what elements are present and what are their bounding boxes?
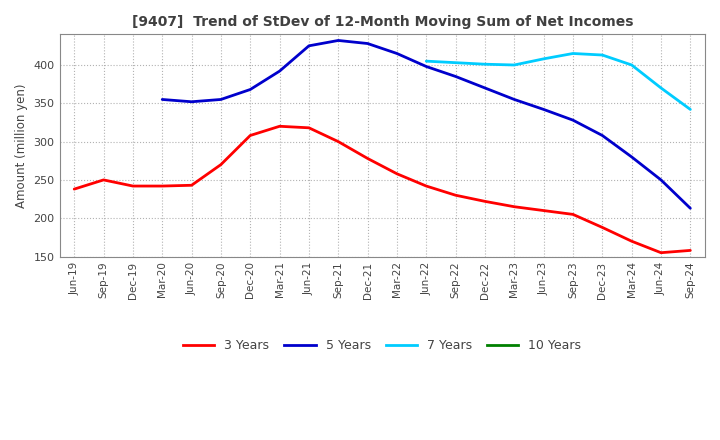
- 7 Years: [657, 85, 665, 91]
- 3 Years: [305, 125, 313, 130]
- 3 Years: [70, 187, 78, 192]
- 3 Years: [686, 248, 695, 253]
- 5 Years: [627, 154, 636, 160]
- 7 Years: [569, 51, 577, 56]
- 3 Years: [217, 162, 225, 167]
- 5 Years: [364, 41, 372, 46]
- 5 Years: [686, 205, 695, 211]
- 3 Years: [129, 183, 138, 189]
- 5 Years: [481, 85, 490, 91]
- 3 Years: [158, 183, 166, 189]
- 5 Years: [510, 97, 518, 102]
- 5 Years: [451, 74, 460, 79]
- 3 Years: [364, 156, 372, 161]
- 5 Years: [246, 87, 255, 92]
- 5 Years: [657, 177, 665, 183]
- 7 Years: [422, 59, 431, 64]
- 5 Years: [598, 133, 607, 138]
- 7 Years: [539, 56, 548, 62]
- 3 Years: [99, 177, 108, 183]
- 5 Years: [187, 99, 196, 104]
- 7 Years: [510, 62, 518, 68]
- Y-axis label: Amount (million yen): Amount (million yen): [15, 83, 28, 208]
- 3 Years: [275, 124, 284, 129]
- 5 Years: [392, 51, 401, 56]
- 5 Years: [158, 97, 166, 102]
- 3 Years: [334, 139, 343, 144]
- Legend: 3 Years, 5 Years, 7 Years, 10 Years: 3 Years, 5 Years, 7 Years, 10 Years: [178, 334, 586, 357]
- 3 Years: [657, 250, 665, 255]
- 5 Years: [539, 107, 548, 112]
- 3 Years: [392, 171, 401, 176]
- 3 Years: [539, 208, 548, 213]
- 7 Years: [598, 52, 607, 58]
- 7 Years: [627, 62, 636, 68]
- 5 Years: [217, 97, 225, 102]
- 3 Years: [598, 225, 607, 230]
- 3 Years: [246, 133, 255, 138]
- 3 Years: [422, 183, 431, 189]
- Line: 3 Years: 3 Years: [74, 126, 690, 253]
- 5 Years: [422, 64, 431, 69]
- 3 Years: [187, 183, 196, 188]
- 3 Years: [451, 193, 460, 198]
- 5 Years: [334, 38, 343, 43]
- 7 Years: [686, 107, 695, 112]
- 3 Years: [569, 212, 577, 217]
- 5 Years: [569, 117, 577, 123]
- 3 Years: [510, 204, 518, 209]
- 7 Years: [481, 62, 490, 67]
- 5 Years: [305, 43, 313, 48]
- 7 Years: [451, 60, 460, 65]
- 3 Years: [627, 238, 636, 244]
- Line: 7 Years: 7 Years: [426, 54, 690, 110]
- 3 Years: [481, 199, 490, 204]
- 5 Years: [275, 69, 284, 74]
- Line: 5 Years: 5 Years: [162, 40, 690, 208]
- Title: [9407]  Trend of StDev of 12-Month Moving Sum of Net Incomes: [9407] Trend of StDev of 12-Month Moving…: [132, 15, 633, 29]
